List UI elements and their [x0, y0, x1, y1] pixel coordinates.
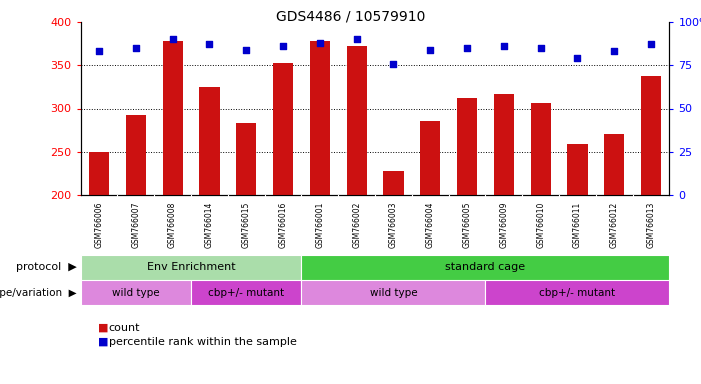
Bar: [310, 41, 330, 195]
Bar: [163, 41, 183, 195]
Bar: [346, 46, 367, 195]
Point: [498, 43, 510, 49]
Text: wild type: wild type: [112, 288, 160, 298]
Text: protocol  ▶: protocol ▶: [16, 263, 77, 273]
Text: GSM766009: GSM766009: [499, 202, 508, 248]
Text: ■: ■: [98, 323, 109, 333]
Bar: [273, 63, 293, 195]
Text: GSM766012: GSM766012: [610, 202, 619, 248]
Bar: [531, 103, 551, 195]
Bar: [191, 280, 301, 305]
Text: genotype/variation  ▶: genotype/variation ▶: [0, 288, 77, 298]
Bar: [81, 255, 301, 280]
Text: GSM766007: GSM766007: [131, 202, 140, 248]
Text: GSM766005: GSM766005: [463, 202, 472, 248]
Text: GSM766016: GSM766016: [278, 202, 287, 248]
Text: GSM766006: GSM766006: [95, 202, 104, 248]
Point: [535, 45, 546, 51]
Bar: [301, 280, 485, 305]
Point: [646, 41, 657, 48]
Text: Env Enrichment: Env Enrichment: [147, 263, 236, 273]
Bar: [604, 134, 625, 195]
Bar: [641, 76, 661, 195]
Bar: [420, 121, 440, 195]
Point: [240, 46, 252, 53]
Bar: [236, 123, 257, 195]
Bar: [383, 171, 404, 195]
Point: [204, 41, 215, 48]
Point: [351, 36, 362, 42]
Text: GSM766010: GSM766010: [536, 202, 545, 248]
Point: [461, 45, 472, 51]
Text: standard cage: standard cage: [445, 263, 526, 273]
Bar: [485, 280, 669, 305]
Point: [608, 48, 620, 55]
Text: GDS4486 / 10579910: GDS4486 / 10579910: [275, 10, 426, 24]
Bar: [494, 94, 514, 195]
Point: [425, 46, 436, 53]
Text: count: count: [109, 323, 140, 333]
Bar: [89, 152, 109, 195]
Text: ■: ■: [98, 337, 109, 347]
Text: cbp+/- mutant: cbp+/- mutant: [539, 288, 615, 298]
Bar: [81, 280, 191, 305]
Bar: [567, 144, 587, 195]
Text: GSM766013: GSM766013: [646, 202, 655, 248]
Point: [130, 45, 142, 51]
Text: cbp+/- mutant: cbp+/- mutant: [208, 288, 285, 298]
Point: [572, 55, 583, 61]
Bar: [199, 87, 219, 195]
Text: GSM766011: GSM766011: [573, 202, 582, 248]
Text: GSM766002: GSM766002: [352, 202, 361, 248]
Text: GSM766014: GSM766014: [205, 202, 214, 248]
Point: [278, 43, 289, 49]
Bar: [457, 98, 477, 195]
Text: GSM766003: GSM766003: [389, 202, 398, 248]
Text: percentile rank within the sample: percentile rank within the sample: [109, 337, 297, 347]
Point: [388, 60, 399, 66]
Text: GSM766015: GSM766015: [242, 202, 251, 248]
Text: wild type: wild type: [369, 288, 417, 298]
Point: [167, 36, 178, 42]
Text: GSM766008: GSM766008: [168, 202, 177, 248]
Bar: [125, 114, 146, 195]
Point: [93, 48, 104, 55]
Bar: [301, 255, 669, 280]
Text: GSM766004: GSM766004: [426, 202, 435, 248]
Text: GSM766001: GSM766001: [315, 202, 325, 248]
Point: [314, 40, 325, 46]
